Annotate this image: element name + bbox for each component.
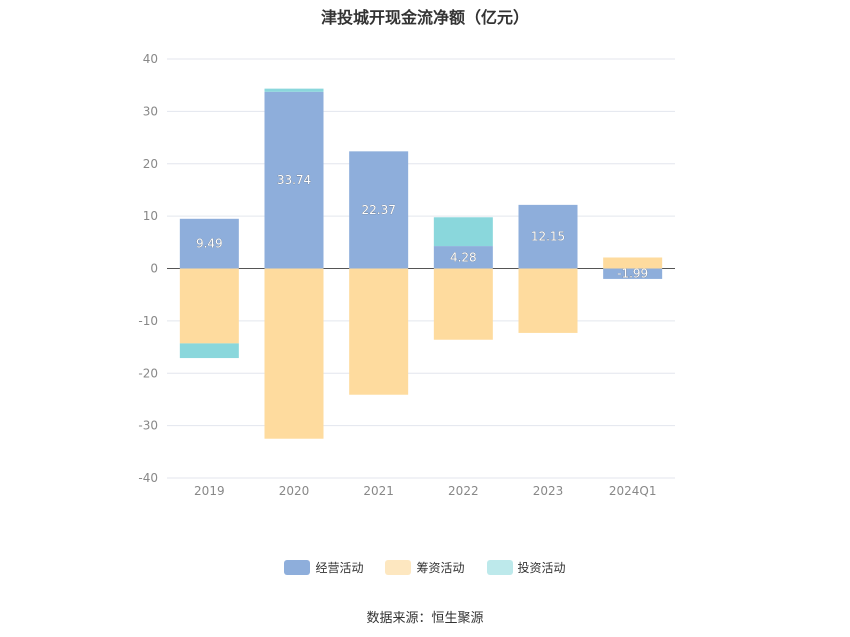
bar-financing	[264, 268, 324, 439]
data-label: -1.99	[617, 267, 648, 281]
x-tick-label: 2022	[448, 484, 479, 498]
y-tick-label: 10	[143, 209, 158, 223]
y-tick-label: 0	[150, 262, 158, 276]
bar-operating	[603, 268, 663, 279]
y-tick-label: -10	[138, 314, 158, 328]
x-tick-label: 2020	[279, 484, 310, 498]
y-tick-label: 20	[143, 157, 158, 171]
x-tick-label: 2021	[363, 484, 394, 498]
data-label: 4.28	[450, 250, 477, 264]
x-tick-label: 2023	[533, 484, 564, 498]
bar-investing	[433, 217, 493, 247]
x-tick-label: 2019	[194, 484, 225, 498]
legend-swatch-investing	[486, 560, 513, 575]
source-note: 数据来源：恒生聚源	[366, 611, 484, 626]
bar-investing	[264, 88, 324, 92]
data-label: 9.49	[196, 237, 223, 251]
bar-financing	[179, 268, 239, 344]
legend-label-investing: 投资活动	[517, 561, 566, 575]
data-label: 12.15	[531, 230, 565, 244]
x-tick-label: 2024Q1	[609, 484, 657, 498]
bar-financing	[603, 257, 663, 269]
bar-operating	[433, 246, 493, 269]
bar-operating	[264, 91, 324, 269]
bar-operating	[179, 218, 239, 269]
legend-item-operating[interactable]: 经营活动	[284, 559, 363, 576]
legend-swatch-operating	[284, 560, 311, 575]
data-label: 33.74	[277, 173, 311, 187]
bar-financing	[518, 268, 578, 333]
bar-operating	[349, 151, 409, 269]
y-tick-label: -20	[138, 366, 158, 380]
legend-item-investing[interactable]: 投资活动	[486, 559, 566, 576]
bar-financing	[433, 268, 493, 340]
chart-title: 津投城开现金流净额（亿元）	[320, 8, 529, 27]
data-label: 22.37	[361, 203, 395, 217]
legend-label-operating: 经营活动	[315, 561, 364, 575]
y-tick-label: -40	[138, 471, 158, 485]
legend: 经营活动 筹资活动 投资活动	[0, 559, 850, 576]
bar-operating	[518, 204, 578, 269]
bar-financing	[349, 268, 409, 395]
legend-swatch-financing	[385, 560, 412, 575]
legend-label-financing: 筹资活动	[416, 561, 465, 575]
y-tick-label: 30	[143, 104, 158, 118]
y-tick-label: -30	[138, 419, 158, 433]
bar-investing	[179, 343, 239, 359]
legend-item-financing[interactable]: 筹资活动	[385, 559, 465, 576]
y-tick-label: 40	[143, 52, 158, 66]
